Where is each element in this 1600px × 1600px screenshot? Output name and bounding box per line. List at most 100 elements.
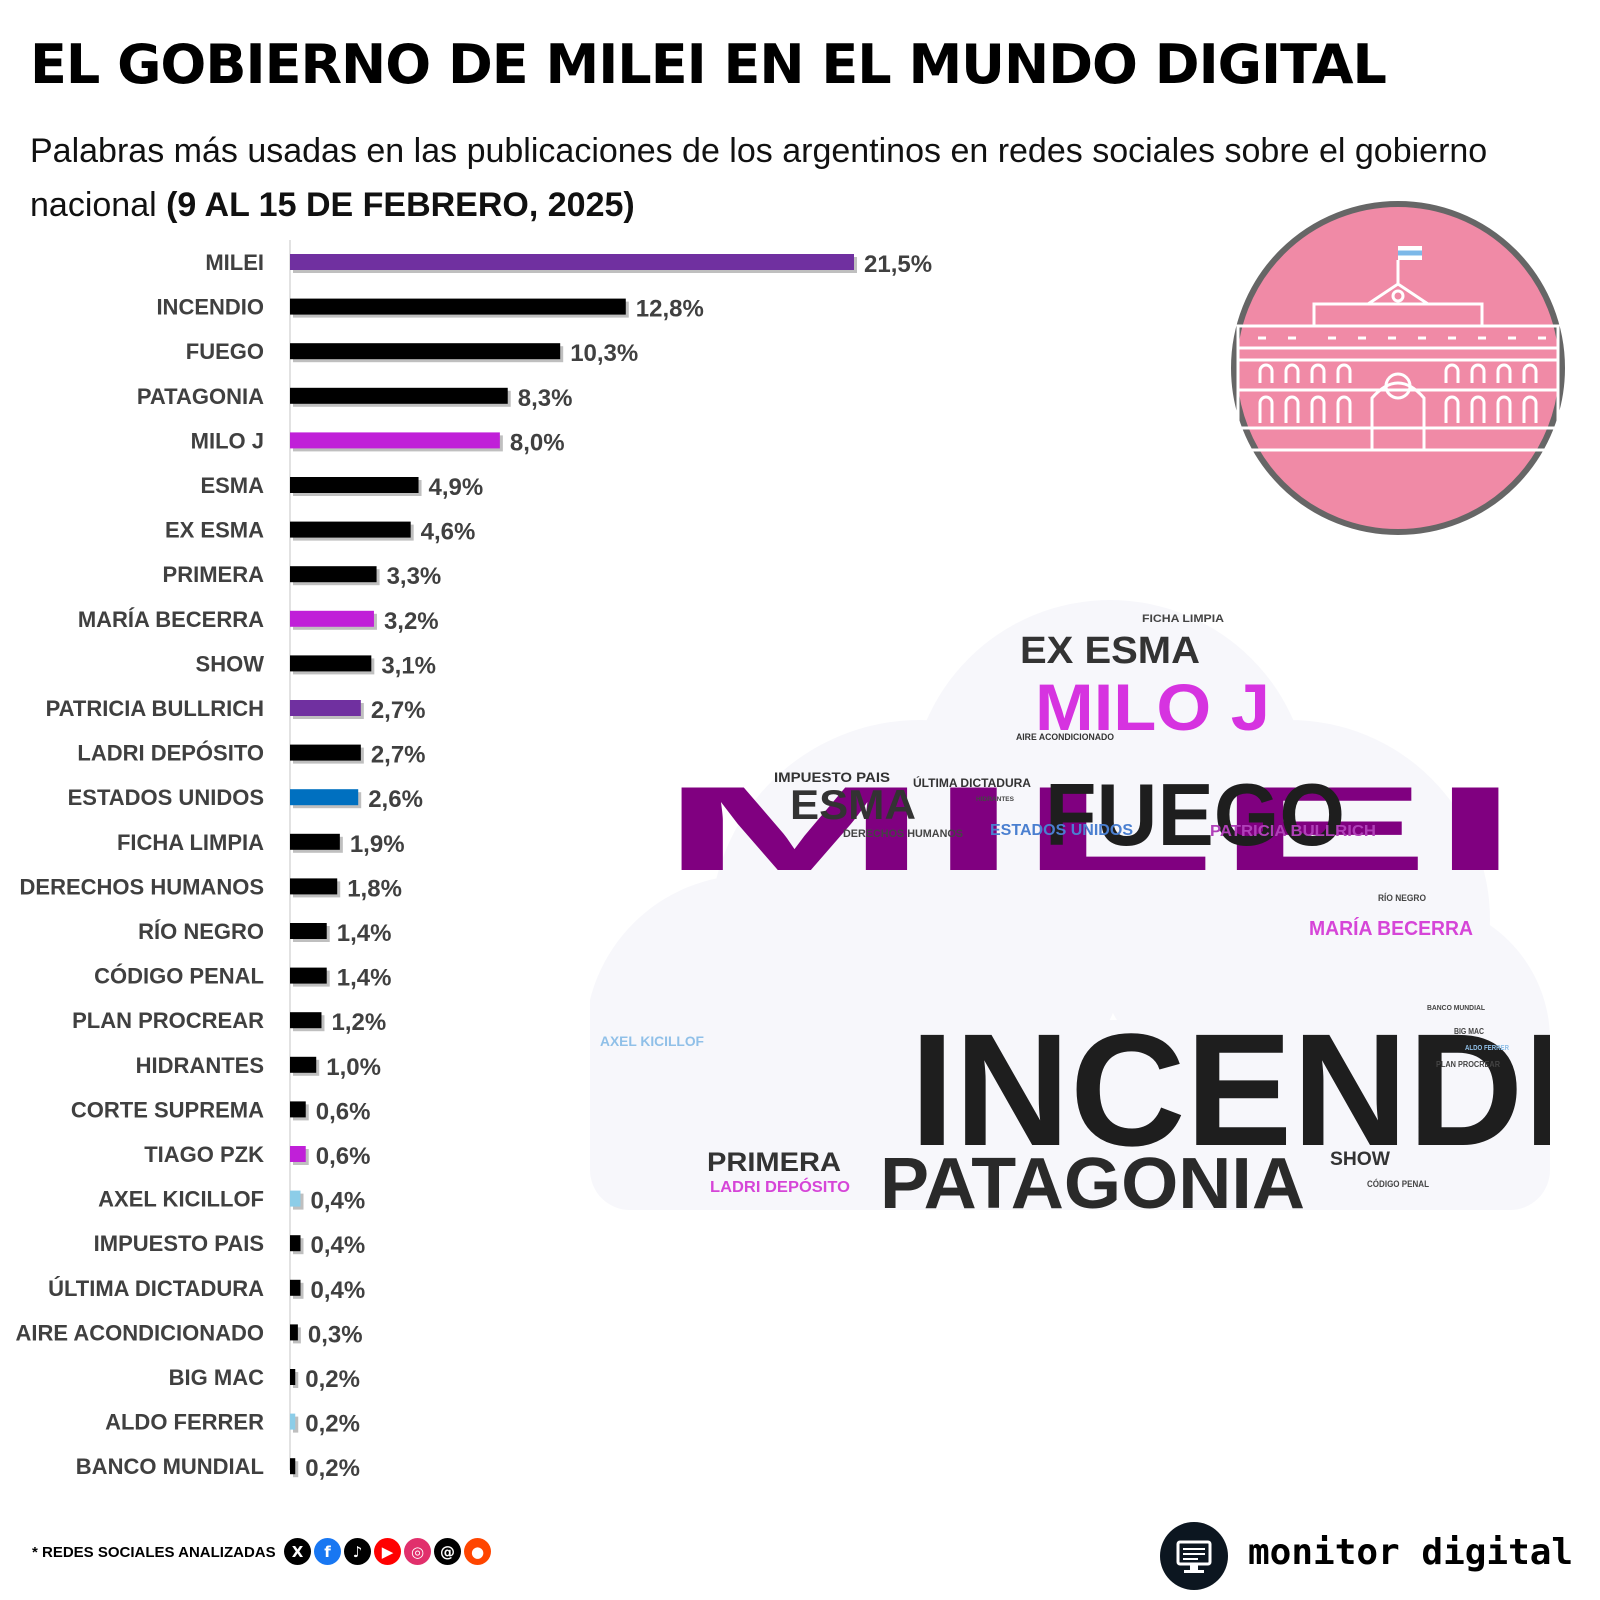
value-label: 3,2% [384, 608, 439, 635]
value-label: 3,1% [381, 652, 436, 679]
page-subtitle: Palabras más usadas en las publicaciones… [30, 124, 1590, 232]
category-label: MILO J [191, 428, 264, 453]
bar-primera [290, 566, 377, 583]
instagram-icon: ◎ [404, 1538, 431, 1565]
category-label: AIRE ACONDICIONADO [15, 1320, 264, 1345]
value-label: 0,4% [310, 1277, 365, 1304]
value-label: 0,4% [310, 1232, 365, 1259]
category-label: LADRI DEPÓSITO [77, 741, 264, 766]
cloud-word-show: SHOW [1330, 1149, 1390, 1170]
category-label: PRIMERA [163, 562, 265, 587]
cloud-word-aldo-ferrer: ALDO FERRER [1465, 1045, 1509, 1052]
bar-esma [290, 477, 419, 493]
bar-tiago-pzk [290, 1146, 306, 1162]
bar-aldo-ferrer [290, 1413, 296, 1430]
category-label: IMPUESTO PAIS [94, 1231, 264, 1256]
cloud-word-fuego: FUEGO [1045, 765, 1345, 864]
youtube-icon: ▶ [374, 1538, 401, 1565]
value-label: 0,6% [316, 1143, 371, 1170]
category-label: INCENDIO [156, 295, 264, 320]
category-label: DERECHOS HUMANOS [20, 874, 264, 899]
reddit-icon: ● [464, 1538, 491, 1565]
category-label: ESTADOS UNIDOS [68, 785, 264, 810]
value-label: 2,7% [371, 697, 426, 724]
value-label: 0,3% [308, 1321, 363, 1348]
bar-estados-unidos [290, 789, 359, 806]
category-label: AXEL KICILLOF [98, 1187, 264, 1212]
page-title: EL GOBIERNO DE MILEI EN EL MUNDO DIGITAL [30, 33, 1387, 96]
networks-label: * REDES SOCIALES ANALIZADAS [32, 1544, 276, 1561]
cloud-word-aire-acondicionado: AIRE ACONDICIONADO [1016, 732, 1114, 742]
bar-aire-acondicionado [290, 1324, 298, 1341]
cloud-word-plan-procrear: PLAN PROCREAR [1436, 1060, 1500, 1069]
bar-corte-suprema [290, 1101, 306, 1118]
bar-fuego [290, 343, 561, 360]
bar-shadow [293, 1416, 299, 1433]
bar-ultima-dictadura [290, 1279, 301, 1296]
date-range: (9 AL 15 DE FEBRERO, 2025) [166, 186, 635, 224]
cloud-word-ultima-dictadura: ÚLTIMA DICTADURA [913, 775, 1031, 790]
category-label: MILEI [205, 250, 264, 275]
bar-impuesto-pais [290, 1235, 301, 1252]
bar-codigo-penal [290, 967, 327, 984]
category-label: RÍO NEGRO [138, 919, 264, 944]
value-label: 0,6% [316, 1098, 371, 1125]
facebook-icon: f [314, 1538, 341, 1565]
bar-milei [290, 254, 854, 270]
cloud-word-impuesto-pais: IMPUESTO PAIS [774, 769, 890, 785]
category-label: CÓDIGO PENAL [94, 964, 264, 989]
bar-incendio [290, 298, 626, 315]
bar-shadow [293, 1372, 299, 1388]
bar-patricia-bullrich [290, 700, 361, 716]
cloud-word-patagonia: PATAGONIA [880, 1144, 1305, 1220]
tiktok-icon: ♪ [344, 1538, 371, 1565]
category-label: FUEGO [186, 339, 264, 364]
bar-banco-mundial [290, 1458, 296, 1475]
cloud-word-esma: ESMA [790, 781, 916, 828]
value-label: 1,4% [337, 920, 392, 947]
bar-chart: MILEI 21,5% INCENDIO 12,8% FUEGO 10,3% PATAGON… [15, 240, 932, 1482]
cloud-word-derechos-humanos: DERECHOS HUMANOS [843, 828, 963, 840]
cloud-word-banco-mundial: BANCO MUNDIAL [1427, 1005, 1486, 1012]
value-label: 0,4% [310, 1188, 365, 1215]
cloud-word-incendio: INCENDIO [910, 1000, 1550, 1179]
category-label: PATRICIA BULLRICH [46, 696, 264, 721]
bar-derechos-humanos [290, 878, 338, 895]
cloud-word-big-mac: BIG MAC [1454, 1027, 1484, 1036]
category-label: SHOW [196, 651, 265, 676]
cloud-word-primera: PRIMERA [707, 1147, 841, 1177]
category-label: BIG MAC [169, 1365, 264, 1390]
bar-show [290, 655, 372, 672]
bar-axel-kicillof [290, 1190, 301, 1207]
category-label: CORTE SUPREMA [71, 1097, 264, 1122]
value-label: 0,2% [305, 1411, 360, 1438]
value-label: 2,7% [371, 742, 426, 769]
bar-ficha-limpia [290, 833, 340, 850]
category-label: BANCO MUNDIAL [76, 1454, 264, 1479]
category-label: TIAGO PZK [144, 1142, 264, 1167]
value-label: 3,3% [387, 563, 442, 590]
category-label: MARÍA BECERRA [78, 607, 264, 632]
bar-shadow [293, 1461, 299, 1478]
brand-name: monitor digital [1248, 1532, 1574, 1573]
cloud-word-estados-unidos: ESTADOS UNIDOS [990, 822, 1133, 839]
value-label: 10,3% [570, 340, 638, 367]
bar-big-mac [290, 1369, 296, 1385]
subtitle-text: Palabras más usadas en las publicaciones… [30, 132, 1488, 224]
bar-milo-j [290, 432, 500, 449]
word-cloud: MILEI INCENDIO FUEGO PATAGONIA MILO JEX ESMA… [590, 600, 1550, 1220]
category-label: ALDO FERRER [105, 1410, 264, 1435]
cloud-word-axel-kicillof: AXEL KICILLOF [600, 1033, 704, 1049]
category-label: HIDRANTES [136, 1053, 264, 1078]
cloud-word-codigo-penal: CÓDIGO PENAL [1367, 1178, 1429, 1189]
category-label: EX ESMA [165, 518, 264, 543]
cloud-word-hidrantes: HIDRANTES [976, 797, 1014, 803]
value-label: 0,2% [305, 1455, 360, 1482]
value-label: 4,6% [421, 519, 476, 546]
monitor-icon [1160, 1522, 1228, 1590]
value-label: 2,6% [368, 786, 423, 813]
bar-ladri-deposito [290, 744, 361, 761]
bar-plan-procrear [290, 1012, 322, 1029]
bar-ex-esma [290, 521, 411, 538]
cloud-word-milei: MILEI [660, 762, 1520, 896]
